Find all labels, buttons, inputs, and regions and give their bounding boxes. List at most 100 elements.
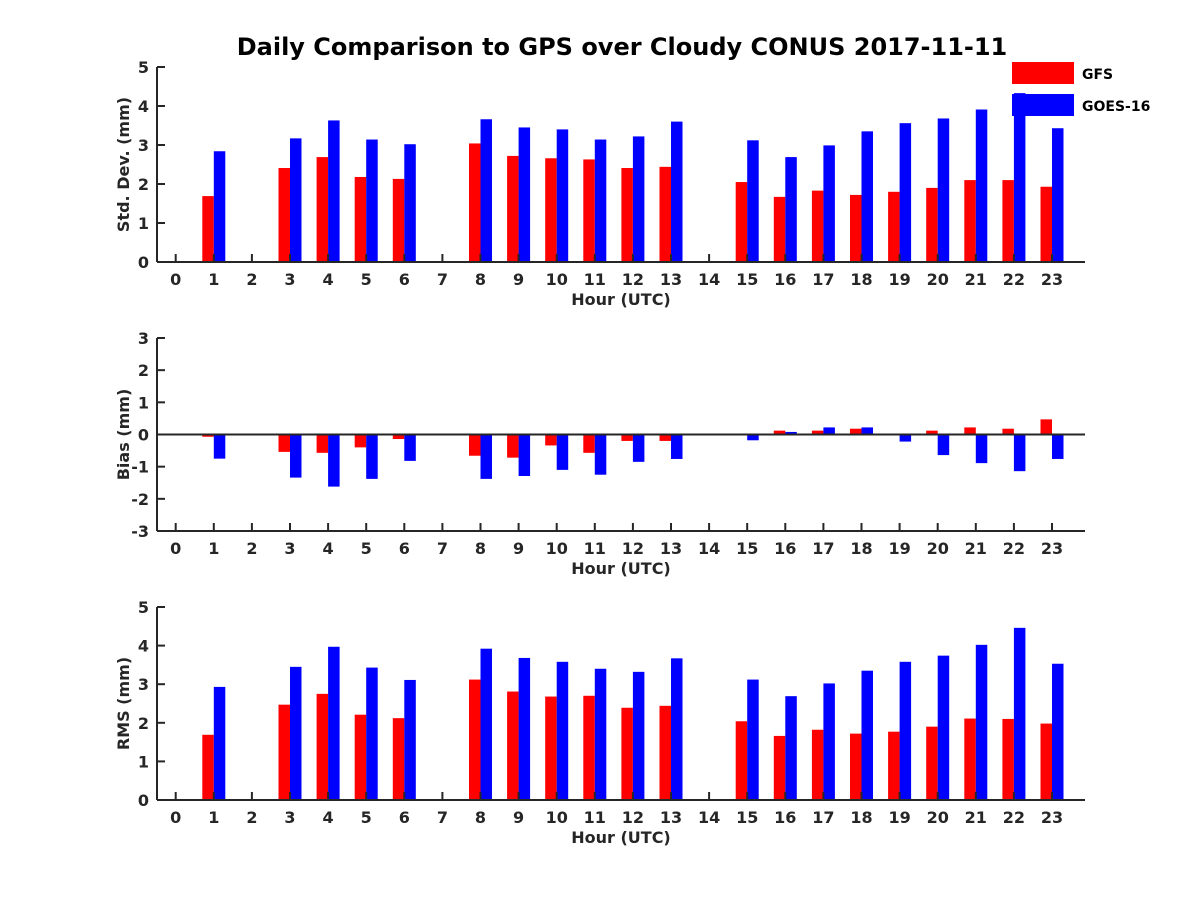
- x-tick-label: 11: [584, 808, 606, 827]
- x-tick-label: 19: [888, 808, 910, 827]
- bar-goes-16-9: [518, 657, 531, 800]
- x-tick-label: 3: [284, 808, 295, 827]
- bar-gfs-18: [850, 194, 862, 262]
- bar-gfs-8: [469, 434, 481, 456]
- y-tick-label: -3: [131, 522, 149, 541]
- x-tick-label: 9: [513, 808, 524, 827]
- x-tick-label: 5: [361, 539, 372, 558]
- bar-goes-16-10: [556, 129, 569, 262]
- x-tick-label: 12: [622, 270, 644, 289]
- x-tick-label: 3: [284, 539, 295, 558]
- y-tick-label: -2: [131, 490, 149, 509]
- bar-goes-16-13: [671, 121, 683, 262]
- bar-gfs-19: [888, 731, 900, 800]
- x-tick-label: 1: [208, 808, 219, 827]
- x-tick-label: 0: [170, 808, 181, 827]
- bar-goes-16-1: [213, 151, 226, 262]
- bar-gfs-23: [1040, 419, 1052, 435]
- x-tick-label: 12: [622, 808, 644, 827]
- bar-goes-16-20: [937, 118, 950, 262]
- x-tick-label: 2: [246, 270, 257, 289]
- x-tick-label: 9: [513, 270, 524, 289]
- x-tick-label: 7: [437, 808, 448, 827]
- bar-goes-16-8: [480, 648, 492, 800]
- y-tick-label: 4: [138, 97, 149, 116]
- x-tick-label: 14: [698, 808, 720, 827]
- bar-goes-16-19: [899, 661, 912, 800]
- bar-goes-16-17: [823, 683, 835, 800]
- bar-goes-16-13: [671, 658, 683, 800]
- legend: GFS GOES-16: [1012, 62, 1150, 116]
- bar-goes-16-15: [747, 434, 759, 441]
- bar-gfs-21: [964, 718, 976, 800]
- chart-title: Daily Comparison to GPS over Cloudy CONU…: [237, 33, 1008, 61]
- bar-goes-16-6: [404, 434, 416, 461]
- x-tick-label: 17: [812, 270, 834, 289]
- bar-gfs-16: [773, 735, 786, 800]
- x-tick-label: 16: [774, 539, 796, 558]
- x-tick-label: 4: [323, 808, 334, 827]
- x-tick-label: 0: [170, 539, 181, 558]
- bar-gfs-19: [888, 191, 900, 262]
- bar-goes-16-18: [861, 670, 873, 800]
- bar-goes-16-4: [328, 120, 340, 263]
- y-tick-label: 5: [138, 58, 149, 77]
- bar-gfs-21: [964, 427, 976, 435]
- bar-goes-16-21: [975, 109, 988, 262]
- x-tick-label: 9: [513, 539, 524, 558]
- bar-goes-16-5: [366, 139, 378, 262]
- bar-goes-16-15: [747, 679, 759, 800]
- bar-goes-16-23: [1052, 663, 1064, 800]
- y-tick-label: 2: [138, 175, 149, 194]
- bar-gfs-11: [583, 159, 595, 262]
- bar-goes-16-4: [328, 434, 340, 487]
- bar-gfs-12: [621, 168, 633, 262]
- bar-gfs-17: [811, 190, 824, 262]
- x-tick-label: 23: [1041, 808, 1063, 827]
- x-tick-label: 14: [698, 270, 720, 289]
- x-tick-label: 23: [1041, 539, 1063, 558]
- x-tick-label: 22: [1003, 539, 1025, 558]
- x-tick-label: 2: [246, 808, 257, 827]
- x-tick-label: 6: [399, 270, 410, 289]
- bar-goes-16-19: [899, 123, 912, 262]
- bar-goes-16-21: [975, 434, 988, 464]
- bar-gfs-16: [773, 196, 786, 262]
- y-tick-label: 2: [138, 361, 149, 380]
- bar-gfs-21: [964, 180, 976, 262]
- x-tick-label: 18: [850, 539, 872, 558]
- x-tick-label: 17: [812, 539, 834, 558]
- bar-gfs-11: [583, 695, 595, 800]
- legend-swatch-gfs: [1012, 62, 1074, 84]
- x-tick-label: 21: [965, 808, 987, 827]
- x-tick-label: 20: [927, 270, 949, 289]
- bar-gfs-20: [926, 726, 938, 800]
- y-tick-label: 3: [138, 675, 149, 694]
- bar-gfs-18: [850, 428, 862, 435]
- y-tick-label: 5: [138, 598, 149, 617]
- x-tick-label: 10: [546, 808, 568, 827]
- x-tick-label: 5: [361, 808, 372, 827]
- bar-gfs-22: [1002, 718, 1014, 800]
- x-tick-label: 19: [888, 270, 910, 289]
- x-axis-label: Hour (UTC): [571, 559, 671, 578]
- bar-gfs-15: [735, 721, 748, 800]
- bar-goes-16-11: [594, 434, 607, 475]
- x-tick-label: 18: [850, 808, 872, 827]
- x-tick-label: 22: [1003, 808, 1025, 827]
- bar-gfs-17: [811, 430, 824, 435]
- bar-gfs-9: [507, 691, 519, 800]
- x-tick-label: 21: [965, 539, 987, 558]
- x-tick-label: 3: [284, 270, 295, 289]
- bar-gfs-10: [545, 434, 557, 446]
- bar-goes-16-16: [785, 696, 797, 800]
- bar-goes-16-18: [861, 131, 873, 262]
- bar-gfs-9: [507, 434, 519, 458]
- x-tick-label: 5: [361, 270, 372, 289]
- bar-goes-16-1: [213, 434, 226, 459]
